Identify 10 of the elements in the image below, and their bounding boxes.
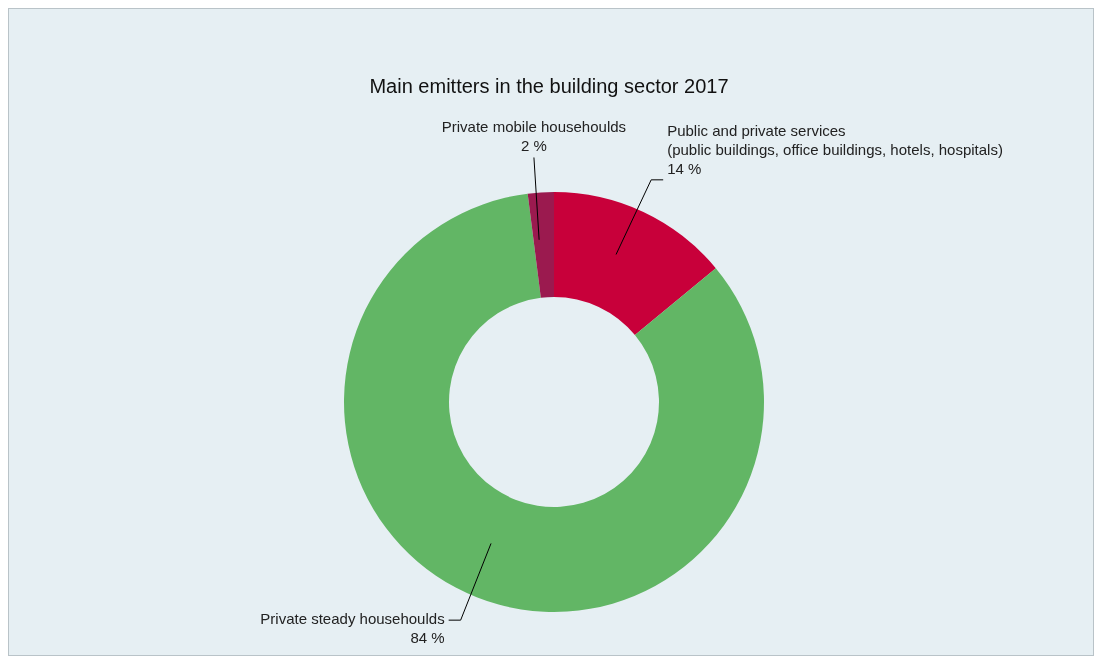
chart-title: Main emitters in the building sector 2017 bbox=[369, 75, 729, 97]
data-label: 14 % bbox=[667, 159, 702, 177]
slice-label: Private steady househoulds bbox=[260, 610, 445, 628]
donut-slice bbox=[344, 193, 764, 612]
data-label: 84 % bbox=[410, 629, 445, 647]
slice-label: Public and private services (public buildings, office buildings, hotels, hospitals) bbox=[667, 121, 1003, 158]
slice-label: Private mobile househoulds bbox=[441, 118, 627, 136]
donut-slice bbox=[527, 192, 554, 298]
data-label: 2 % bbox=[521, 137, 547, 155]
donut-slice bbox=[554, 192, 716, 336]
